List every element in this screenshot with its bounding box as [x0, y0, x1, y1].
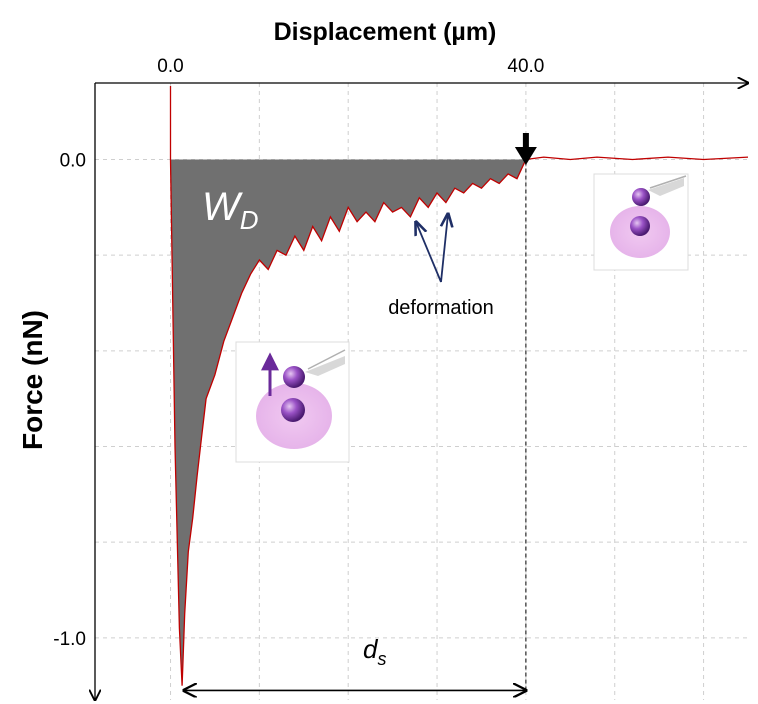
bead-separated-inset-icon: [593, 173, 689, 271]
tick-labels: 0.0 40.0 0.0 -1.0: [53, 56, 544, 650]
dissipated-work-area: [170, 159, 526, 686]
deformation-pointer: [416, 222, 442, 283]
x-axis-title: Displacement (µm): [274, 18, 497, 46]
wd-text: WD: [202, 185, 259, 235]
y-tick-label: -1.0: [53, 629, 86, 650]
x-tick-label: 0.0: [157, 56, 183, 77]
y-tick-label: 0.0: [60, 151, 86, 172]
ds-annotation: ds: [184, 161, 526, 691]
work-label: WD: [202, 185, 259, 235]
ds-text: ds: [363, 634, 386, 669]
rupture-arrow-icon: [514, 133, 537, 165]
force-curve: [169, 86, 749, 686]
bead-pull-inset-icon: [235, 341, 350, 463]
deformation-label: deformation: [388, 297, 494, 319]
x-tick-label: 40.0: [507, 56, 544, 77]
deformation-annotation: deformation: [388, 214, 494, 319]
y-axis-title: Force (nN): [17, 310, 48, 450]
deformation-pointer: [441, 214, 448, 283]
